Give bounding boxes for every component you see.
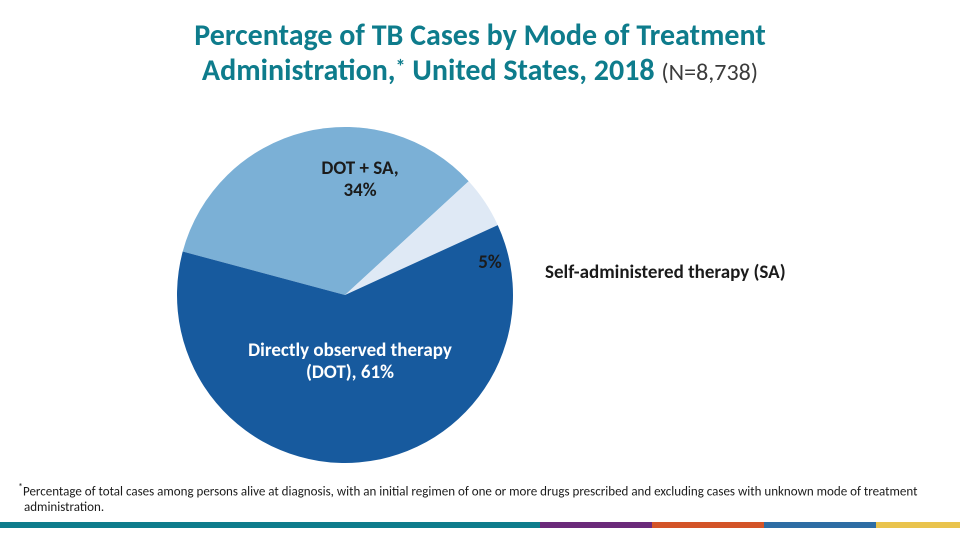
pie-slice-external-label: Self-administered therapy (SA) xyxy=(545,262,845,284)
slide-title: Percentage of TB Cases by Mode of Treatm… xyxy=(0,18,960,89)
title-asterisk: * xyxy=(396,56,406,80)
stripe-segment xyxy=(652,522,764,528)
pie-slice-label: DOT + SA,34% xyxy=(300,158,420,202)
pie-slice-label: Directly observed therapy(DOT), 61% xyxy=(215,340,485,384)
footnote-text: Percentage of total cases among persons … xyxy=(23,485,917,516)
title-n: (N=8,738) xyxy=(661,58,758,87)
title-line2b: United States, 2018 xyxy=(406,52,662,89)
footnote: *Percentage of total cases among persons… xyxy=(18,481,944,516)
stripe-segment xyxy=(764,522,876,528)
stripe-segment xyxy=(876,522,960,528)
stripe-segment xyxy=(0,522,540,528)
title-line1: Percentage of TB Cases by Mode of Treatm… xyxy=(194,17,765,54)
stripe-segment xyxy=(540,522,652,528)
pie-slice-label: 5% xyxy=(460,252,520,274)
title-line2a: Administration, xyxy=(202,52,396,89)
